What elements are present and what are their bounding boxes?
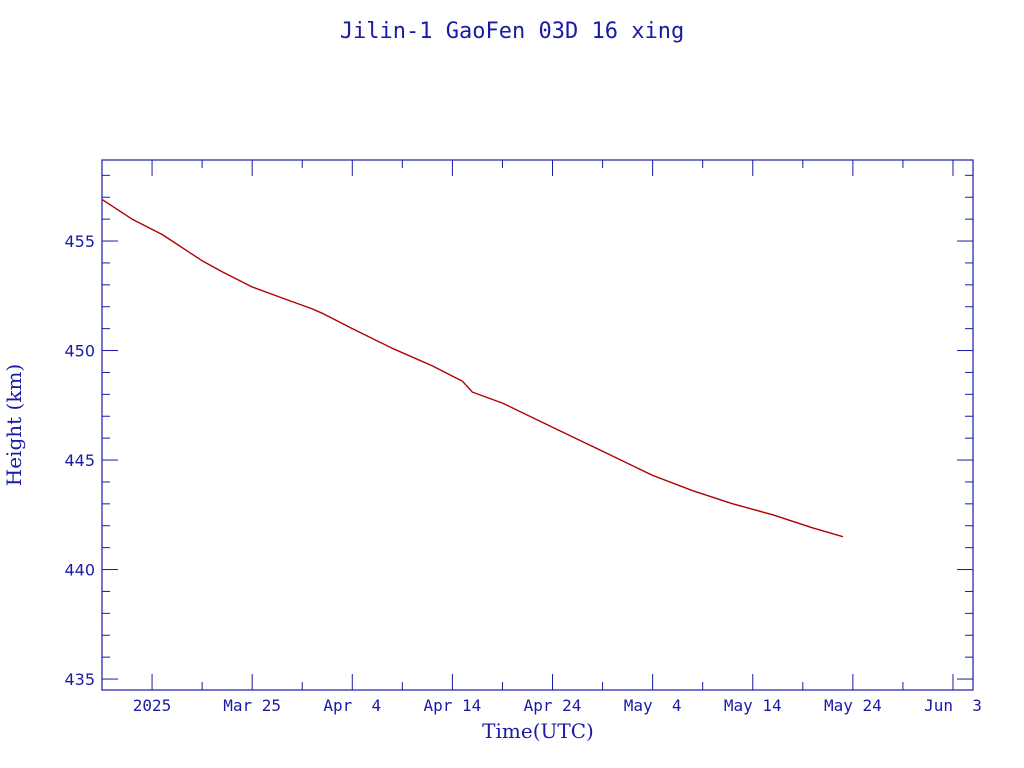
y-axis-label: Height (km) <box>2 364 26 486</box>
y-tick-label: 435 <box>64 670 95 689</box>
x-tick-label: Apr 24 <box>524 696 582 715</box>
chart-title: Jilin-1 GaoFen 03D 16 xing <box>340 19 684 44</box>
axis-ticks <box>101 160 973 690</box>
plot-frame <box>101 159 974 691</box>
plot-area <box>101 159 974 691</box>
x-axis-label: Time(UTC) <box>482 719 594 743</box>
x-tick-label: Apr 4 <box>323 696 381 715</box>
series-group <box>101 198 844 538</box>
x-tick-label: May 14 <box>724 696 782 715</box>
x-tick-label: Mar 25 <box>223 696 281 715</box>
y-tick-label: 445 <box>64 451 95 470</box>
y-tick-label: 450 <box>64 342 95 361</box>
y-tick-label: 455 <box>64 232 95 251</box>
series-line-0 <box>101 198 844 538</box>
x-tick-label: Jun 3 <box>924 696 982 715</box>
x-tick-label: 2025 <box>133 696 172 715</box>
y-tick-labels: 435 440 445 450 455 <box>64 232 95 689</box>
x-tick-label: May 24 <box>824 696 882 715</box>
x-tick-labels: 2025 Mar 25 Apr 4 Apr 14 Apr 24 May 4 May 14 Ma… <box>133 696 982 715</box>
x-tick-label: Apr 14 <box>424 696 482 715</box>
x-tick-label: May 4 <box>624 696 682 715</box>
y-tick-label: 440 <box>64 561 95 580</box>
